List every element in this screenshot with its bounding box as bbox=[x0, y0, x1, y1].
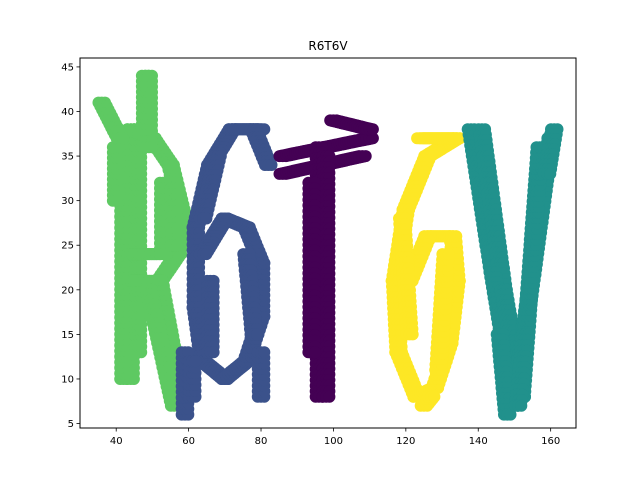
data-point bbox=[442, 248, 455, 261]
x-axis: 40 60 80 100 120 140 160 bbox=[110, 428, 560, 447]
data-point bbox=[127, 274, 140, 287]
series-r-0 bbox=[92, 69, 191, 412]
data-points bbox=[92, 69, 564, 421]
data-point bbox=[515, 399, 528, 412]
data-point bbox=[366, 123, 379, 136]
x-tick-label: 140 bbox=[469, 436, 488, 447]
y-tick-label: 10 bbox=[61, 374, 74, 385]
x-tick-label: 160 bbox=[541, 436, 560, 447]
y-axis: 5 10 15 20 25 30 35 40 45 bbox=[61, 62, 80, 430]
data-point bbox=[359, 150, 372, 163]
y-tick-label: 5 bbox=[68, 419, 74, 430]
y-tick-label: 30 bbox=[61, 196, 74, 207]
data-point bbox=[146, 141, 158, 154]
x-tick-label: 80 bbox=[255, 436, 268, 447]
y-tick-label: 40 bbox=[61, 107, 74, 118]
data-point bbox=[117, 132, 130, 145]
data-point bbox=[258, 346, 271, 359]
y-tick-label: 20 bbox=[61, 285, 74, 296]
y-tick-label: 25 bbox=[61, 241, 74, 252]
data-point bbox=[544, 167, 557, 180]
series-t-2 bbox=[273, 114, 379, 403]
y-tick-label: 45 bbox=[61, 62, 74, 73]
x-tick-label: 100 bbox=[324, 436, 343, 447]
series-6-3 bbox=[385, 132, 466, 412]
x-tick-label: 120 bbox=[396, 436, 415, 447]
chart-title: R6T6V bbox=[308, 39, 348, 53]
series-v-4 bbox=[461, 123, 564, 421]
y-tick-label: 35 bbox=[61, 152, 74, 163]
data-point bbox=[323, 390, 336, 403]
data-point bbox=[171, 239, 184, 252]
data-point bbox=[142, 69, 155, 82]
data-point bbox=[428, 390, 441, 403]
y-tick-label: 15 bbox=[61, 330, 74, 341]
data-point bbox=[189, 355, 202, 368]
data-point bbox=[207, 346, 220, 359]
x-tick-label: 60 bbox=[182, 436, 195, 447]
data-point bbox=[309, 346, 321, 359]
series-6-1 bbox=[175, 123, 278, 421]
data-point bbox=[200, 248, 213, 261]
data-point bbox=[251, 328, 263, 341]
data-point bbox=[265, 159, 278, 171]
x-tick-label: 40 bbox=[110, 436, 123, 447]
data-point bbox=[406, 328, 419, 341]
data-point bbox=[160, 248, 173, 261]
data-point bbox=[113, 141, 126, 154]
data-point bbox=[200, 212, 213, 225]
